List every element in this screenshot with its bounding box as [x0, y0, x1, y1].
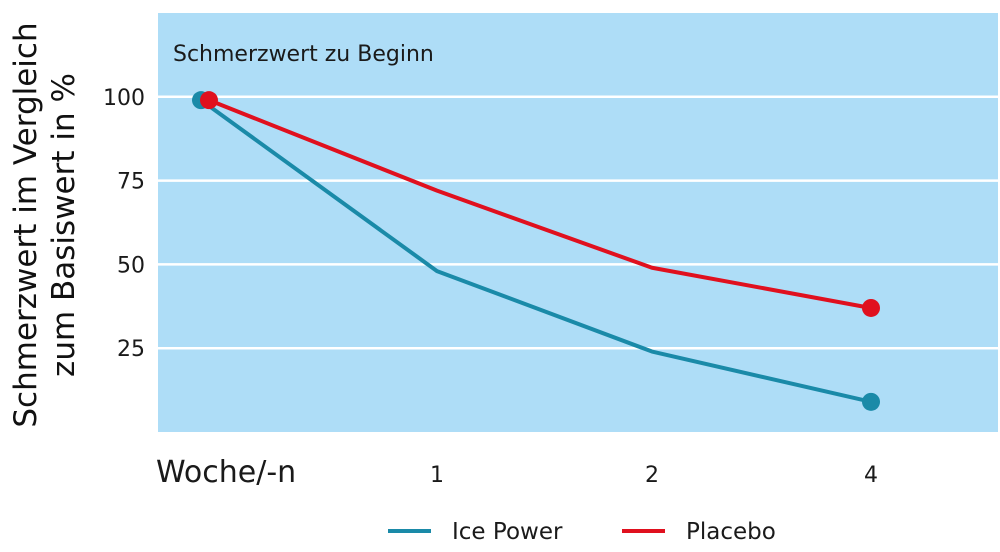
data-point	[862, 392, 880, 411]
gridlines	[158, 95, 998, 350]
x-tick-label: 4	[864, 463, 878, 488]
y-tick-label: 75	[117, 170, 145, 195]
x-tick-label: 1	[430, 463, 444, 488]
data-point	[200, 91, 218, 110]
legend: Ice Power Placebo	[388, 519, 776, 545]
y-axis-title-line: zum Basiswert in %	[46, 73, 82, 377]
y-tick-label: 50	[117, 253, 145, 278]
legend-label: Ice Power	[452, 519, 563, 545]
baseline-annotation: Schmerzwert zu Beginn	[173, 42, 434, 67]
y-axis-ticks: 100 75 50 25	[103, 86, 145, 362]
y-tick-label: 25	[117, 337, 145, 362]
legend-item: Ice Power	[388, 519, 563, 545]
plot-area	[158, 13, 998, 432]
y-axis-title-line: Schmerzwert im Vergleich	[8, 22, 44, 427]
series	[192, 91, 880, 411]
x-axis-title: Woche/-n	[156, 455, 296, 490]
x-axis-ticks: 1 2 4	[430, 463, 878, 488]
x-tick-label: 2	[645, 463, 659, 488]
legend-label: Placebo	[686, 519, 776, 545]
legend-item: Placebo	[622, 519, 776, 545]
series-line	[199, 98, 873, 404]
series-line	[207, 98, 873, 310]
data-point	[862, 298, 880, 317]
y-axis-title: Schmerzwert im Vergleich zum Basiswert in…	[8, 22, 82, 427]
y-tick-label: 100	[103, 86, 145, 111]
series-placebo	[200, 91, 880, 317]
